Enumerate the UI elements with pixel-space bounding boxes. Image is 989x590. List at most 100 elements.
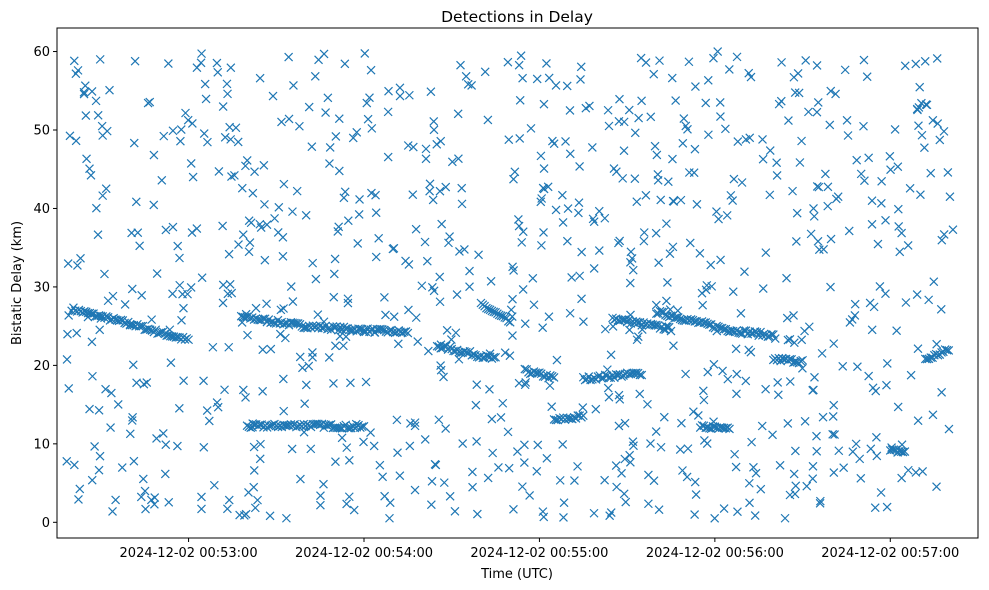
detection-marker — [709, 359, 719, 369]
detection-marker — [101, 184, 111, 194]
detection-marker — [885, 151, 895, 161]
detection-marker — [871, 432, 881, 442]
detection-marker — [338, 341, 348, 351]
detection-marker — [643, 399, 652, 409]
detection-marker — [186, 159, 196, 168]
detection-marker — [164, 497, 174, 507]
track-marker — [670, 313, 680, 323]
detection-marker — [63, 329, 72, 339]
detection-marker — [639, 236, 649, 246]
detection-marker — [129, 456, 139, 466]
detection-marker — [183, 115, 193, 125]
detection-marker — [569, 476, 579, 485]
detection-marker — [783, 335, 793, 345]
detection-marker — [785, 490, 795, 500]
detection-marker — [802, 481, 812, 491]
detection-marker — [93, 110, 103, 120]
detection-marker — [547, 402, 557, 412]
detection-marker — [920, 56, 930, 66]
detection-marker — [538, 183, 548, 193]
detection-marker — [275, 329, 285, 339]
detection-marker — [790, 446, 800, 456]
detection-marker — [525, 491, 535, 500]
detection-marker — [608, 321, 618, 331]
detection-marker — [287, 444, 297, 454]
detection-marker — [516, 51, 526, 61]
detection-marker — [426, 500, 436, 510]
track-marker — [626, 369, 636, 379]
detection-marker — [573, 461, 582, 471]
plot-frame — [56, 27, 979, 539]
detection-marker — [128, 412, 138, 422]
detection-marker — [730, 449, 740, 459]
detection-marker — [360, 49, 370, 58]
detection-marker — [220, 132, 230, 142]
detection-marker — [86, 170, 96, 180]
detection-marker — [903, 241, 913, 250]
detection-marker — [900, 61, 910, 71]
detection-marker — [847, 315, 857, 324]
detection-marker — [843, 131, 853, 140]
detection-marker — [410, 421, 420, 431]
detection-marker — [243, 330, 252, 340]
detection-marker — [758, 135, 767, 144]
detection-marker — [436, 136, 446, 146]
detection-marker — [634, 113, 644, 123]
detection-marker — [417, 281, 427, 291]
track-marker — [503, 316, 513, 326]
detection-marker — [848, 447, 858, 457]
detection-marker — [794, 88, 804, 98]
detection-marker — [625, 450, 635, 460]
detection-marker — [348, 133, 358, 143]
detection-marker — [445, 232, 455, 242]
detection-marker — [222, 504, 232, 514]
detection-marker — [467, 467, 477, 477]
detection-marker — [62, 354, 72, 364]
y-tick-label: 0 — [42, 516, 50, 531]
detection-marker — [736, 308, 746, 318]
detection-marker — [629, 441, 638, 451]
detection-marker — [329, 378, 338, 388]
detection-marker — [461, 71, 471, 81]
detection-marker — [301, 380, 311, 390]
detection-marker — [137, 290, 147, 300]
detection-marker — [343, 298, 353, 308]
detection-marker — [131, 197, 141, 207]
detection-marker — [157, 175, 167, 185]
detection-marker — [172, 441, 182, 451]
detection-marker — [459, 245, 469, 254]
detection-marker — [266, 344, 276, 354]
data-markers — [62, 47, 958, 523]
detection-marker — [452, 290, 462, 300]
detection-marker — [774, 99, 784, 109]
detection-marker — [349, 505, 359, 515]
detection-marker — [882, 359, 892, 368]
detection-marker — [893, 162, 903, 172]
detection-marker — [69, 460, 79, 470]
detection-marker — [715, 97, 725, 107]
detection-marker — [268, 91, 278, 101]
detection-marker — [455, 247, 464, 256]
detection-marker — [72, 328, 82, 338]
detection-marker — [240, 161, 250, 171]
detection-marker — [828, 429, 838, 439]
detection-marker — [706, 260, 716, 270]
detection-marker — [576, 75, 585, 84]
detection-marker — [614, 116, 624, 126]
x-tick-label: 2024-12-02 00:56:00 — [646, 546, 784, 561]
detection-marker — [519, 440, 529, 450]
detection-marker — [893, 402, 903, 412]
detection-marker — [427, 476, 437, 486]
detection-marker — [177, 315, 186, 325]
detection-marker — [367, 188, 376, 198]
detection-marker — [500, 348, 510, 358]
detection-marker — [342, 499, 352, 509]
x-tick-label: 2024-12-02 00:57:00 — [821, 546, 959, 561]
detection-marker — [815, 498, 825, 508]
detection-marker — [467, 80, 477, 90]
detection-marker — [716, 255, 725, 265]
detection-marker — [831, 89, 840, 99]
detection-marker — [251, 303, 261, 313]
detection-marker — [761, 248, 771, 258]
detection-marker — [82, 154, 91, 164]
